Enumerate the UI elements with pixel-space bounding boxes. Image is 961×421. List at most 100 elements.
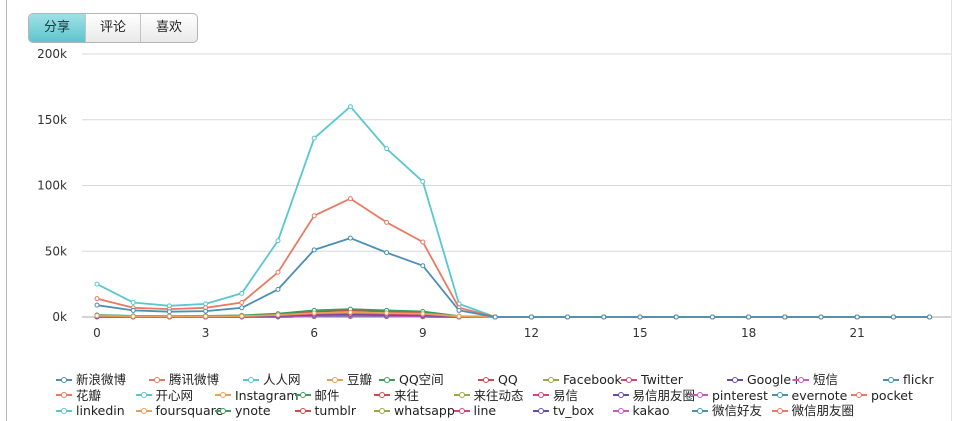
- legend-label: tumblr: [314, 402, 357, 418]
- legend-item[interactable]: QQ: [478, 371, 518, 387]
- legend-label: 新浪微博: [76, 371, 127, 387]
- data-point: [818, 314, 824, 320]
- legend-label: pinterest: [712, 387, 768, 403]
- data-point: [94, 296, 100, 302]
- legend-item[interactable]: 易信: [533, 387, 578, 403]
- y-tick-label: 200k: [37, 47, 67, 61]
- legend-dot: [626, 376, 632, 383]
- legend-item[interactable]: tumblr: [294, 402, 357, 418]
- legend-swatch-icon: [621, 375, 637, 385]
- data-point: [420, 263, 426, 269]
- legend-dot: [548, 376, 554, 383]
- data-point: [203, 308, 209, 314]
- legend-dot: [332, 376, 338, 383]
- data-point: [854, 314, 860, 320]
- tab-share[interactable]: 分享: [29, 14, 85, 42]
- legend-item[interactable]: 豆瓣: [327, 371, 372, 387]
- legend-item[interactable]: 开心网: [135, 387, 193, 403]
- x-tick-label: 21: [850, 326, 865, 340]
- legend-dot: [732, 376, 738, 383]
- legend-label: 豆瓣: [347, 371, 373, 387]
- data-point: [94, 302, 100, 308]
- legend-item[interactable]: Google+: [727, 371, 802, 387]
- legend-swatch-icon: [374, 390, 390, 400]
- legend-item[interactable]: tv_box: [533, 402, 594, 418]
- legend-item[interactable]: kakao: [612, 402, 670, 418]
- data-point: [130, 300, 136, 306]
- data-point: [565, 314, 571, 320]
- data-point: [347, 196, 353, 202]
- legend-item[interactable]: 微信好友: [692, 402, 762, 418]
- data-point: [420, 311, 426, 317]
- legend-dot: [140, 407, 147, 414]
- legend-swatch-icon: [453, 390, 470, 400]
- legend-item[interactable]: pocket: [851, 387, 913, 403]
- legend-item[interactable]: Facebook: [543, 371, 622, 387]
- legend-item[interactable]: flickr: [883, 371, 934, 387]
- legend-dot: [299, 392, 306, 398]
- legend-label: flickr: [903, 371, 934, 387]
- data-point: [673, 314, 679, 320]
- legend-dot: [220, 407, 226, 414]
- legend-item[interactable]: 微信朋友圈: [771, 402, 855, 418]
- legend-swatch-icon: [533, 406, 549, 416]
- legend-item[interactable]: linkedin: [56, 402, 125, 418]
- legend-swatch-icon: [327, 375, 343, 385]
- legend-swatch-icon: [612, 390, 629, 400]
- legend-dot: [776, 407, 783, 414]
- legend-item[interactable]: ynote: [215, 402, 271, 418]
- legend-dot: [458, 392, 465, 398]
- legend-item[interactable]: 邮件: [294, 387, 340, 403]
- legend-item[interactable]: 花瓣: [56, 387, 101, 403]
- legend-label: Twitter: [641, 371, 683, 387]
- legend-label: foursquare: [155, 402, 224, 418]
- chart-legend: 新浪微博 腾讯微博 人人网 豆瓣 QQ空间 QQ Facebook Twitter Google…: [56, 371, 956, 421]
- data-point: [311, 247, 317, 253]
- legend-item[interactable]: 易信朋友圈: [612, 387, 695, 403]
- legend-swatch-icon: [533, 390, 549, 400]
- legend-swatch-icon: [771, 390, 788, 400]
- legend-item[interactable]: 人人网: [243, 371, 301, 387]
- legend-label: QQ空间: [399, 371, 444, 387]
- data-point: [746, 314, 752, 320]
- legend-item[interactable]: foursquare: [135, 402, 224, 418]
- legend-label: 来往动态: [473, 387, 524, 403]
- legend-item[interactable]: 腾讯微博: [149, 371, 219, 387]
- legend-dot: [538, 407, 544, 414]
- frame-left-border: [6, 0, 7, 421]
- data-point: [709, 314, 715, 320]
- data-point: [637, 314, 643, 320]
- legend-dot: [61, 407, 67, 414]
- legend-item[interactable]: evernote: [771, 387, 847, 403]
- legend-item[interactable]: Twitter: [621, 371, 683, 387]
- legend-label: Google+: [747, 371, 802, 387]
- legend-dot: [458, 407, 465, 414]
- data-point: [239, 305, 245, 311]
- legend-item[interactable]: 来往: [374, 387, 419, 403]
- legend-item[interactable]: QQ空间: [379, 371, 444, 387]
- data-point: [275, 286, 281, 292]
- legend-dot: [220, 392, 226, 398]
- legend-label: 来往: [394, 387, 420, 403]
- legend-item[interactable]: whatsapp: [374, 402, 455, 418]
- frame-right-border: [951, 0, 952, 421]
- y-tick-label: 100k: [37, 179, 67, 193]
- data-point: [275, 238, 281, 244]
- legend-swatch-icon: [793, 375, 809, 385]
- y-tick-label: 150k: [37, 113, 67, 127]
- legend-item[interactable]: line: [453, 402, 496, 418]
- series-line: [96, 237, 930, 318]
- legend-item[interactable]: 新浪微博: [56, 371, 126, 387]
- legend-dot: [697, 392, 703, 398]
- x-tick-label: 3: [202, 326, 210, 340]
- legend-item[interactable]: pinterest: [692, 387, 768, 403]
- legend-swatch-icon: [243, 375, 259, 385]
- legend-item[interactable]: 来往动态: [453, 387, 524, 403]
- tab-likes[interactable]: 喜欢: [140, 14, 197, 42]
- tab-comments[interactable]: 评论: [85, 14, 140, 42]
- legend-item[interactable]: Instagram: [215, 387, 299, 403]
- data-point: [130, 307, 136, 313]
- legend-item[interactable]: 短信: [793, 371, 838, 387]
- legend-label: 微信朋友圈: [791, 402, 855, 418]
- legend-label: 微信好友: [712, 402, 763, 418]
